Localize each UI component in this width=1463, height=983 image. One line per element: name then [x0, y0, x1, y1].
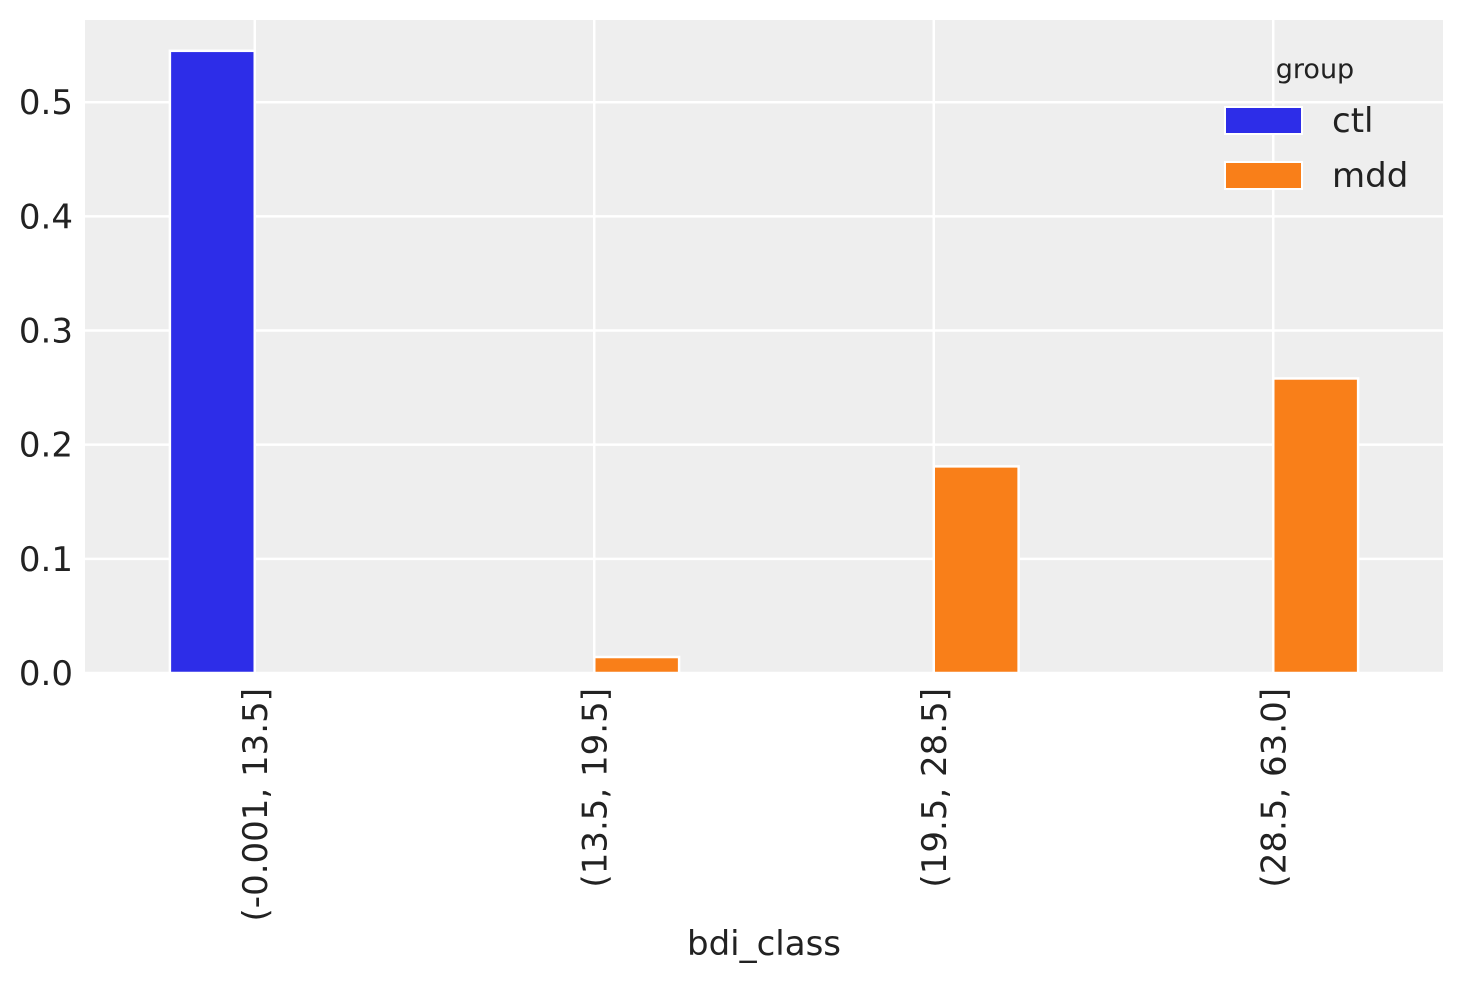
x-tick-label: (19.5, 28.5] [915, 688, 955, 888]
y-tick-label: 0.5 [19, 83, 73, 123]
y-tick-label: 0.3 [19, 312, 73, 352]
legend-label-ctl: ctl [1332, 101, 1373, 141]
legend-swatch-mdd [1224, 161, 1303, 190]
x-axis-label: bdi_class [687, 924, 841, 964]
x-tick-label: (28.5, 63.0] [1254, 688, 1294, 888]
legend: group ctl mdd [1224, 54, 1408, 196]
bar-mdd [593, 655, 681, 675]
x-axis-ticks: (-0.001, 13.5] (13.5, 19.5] (19.5, 28.5] (2… [236, 688, 1295, 921]
plot-background [85, 20, 1443, 673]
y-tick-label: 0.1 [19, 540, 73, 580]
y-tick-label: 0.2 [19, 426, 73, 466]
x-tick-label: (13.5, 19.5] [575, 688, 615, 888]
bar-mdd [1272, 377, 1360, 675]
y-tick-label: 0.4 [19, 197, 73, 237]
x-tick-label: (-0.001, 13.5] [236, 688, 276, 921]
legend-swatch-ctl [1224, 106, 1303, 135]
y-tick-label: 0.0 [19, 654, 73, 694]
bar-mdd [932, 465, 1020, 675]
legend-title: group [1276, 54, 1354, 85]
bars [168, 49, 1360, 675]
bar-ctl [168, 49, 256, 675]
y-axis-ticks: 0.0 0.1 0.2 0.3 0.4 0.5 [19, 83, 73, 694]
legend-label-mdd: mdd [1332, 156, 1408, 196]
